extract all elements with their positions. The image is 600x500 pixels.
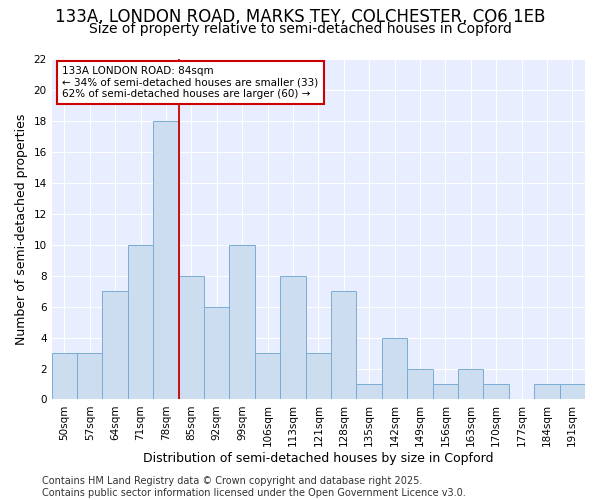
Bar (407, 368, 433, 400)
Bar (560, 384, 585, 400)
Bar (305, 353, 331, 400)
Bar (204, 306, 229, 400)
Text: 133A LONDON ROAD: 84sqm
← 34% of semi-detached houses are smaller (33)
62% of se: 133A LONDON ROAD: 84sqm ← 34% of semi-de… (62, 66, 319, 99)
Text: Size of property relative to semi-detached houses in Copford: Size of property relative to semi-detach… (89, 22, 511, 36)
Bar (77, 353, 103, 400)
Bar (331, 291, 356, 400)
Y-axis label: Number of semi-detached properties: Number of semi-detached properties (15, 114, 28, 345)
Bar (484, 384, 509, 400)
Bar (534, 384, 560, 400)
Bar (229, 244, 255, 400)
Bar (153, 121, 179, 400)
Text: 133A, LONDON ROAD, MARKS TEY, COLCHESTER, CO6 1EB: 133A, LONDON ROAD, MARKS TEY, COLCHESTER… (55, 8, 545, 26)
Bar (280, 276, 305, 400)
Text: Contains HM Land Registry data © Crown copyright and database right 2025.
Contai: Contains HM Land Registry data © Crown c… (42, 476, 466, 498)
Bar (458, 368, 484, 400)
Bar (356, 384, 382, 400)
Bar (103, 291, 128, 400)
Bar (179, 276, 204, 400)
X-axis label: Distribution of semi-detached houses by size in Copford: Distribution of semi-detached houses by … (143, 452, 494, 465)
Bar (433, 384, 458, 400)
Bar (382, 338, 407, 400)
Bar (128, 244, 153, 400)
Bar (255, 353, 280, 400)
Bar (52, 353, 77, 400)
